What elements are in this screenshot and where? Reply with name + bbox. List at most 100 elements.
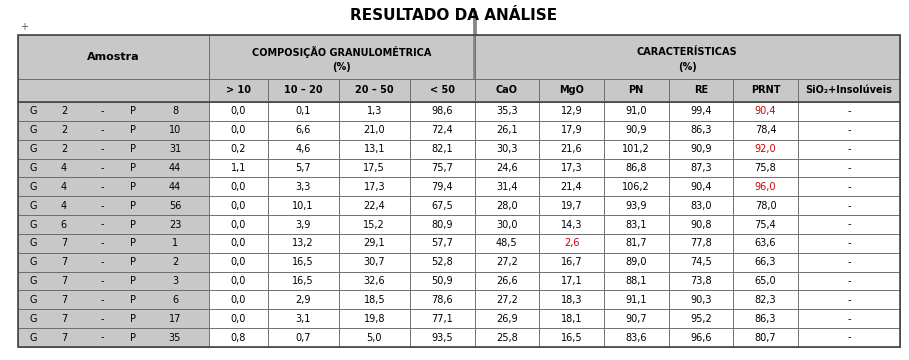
Bar: [474, 309, 539, 328]
Text: 106,2: 106,2: [623, 182, 650, 192]
Bar: [474, 12, 475, 79]
Text: 17,3: 17,3: [364, 182, 385, 192]
Bar: [539, 253, 604, 271]
Text: 17: 17: [169, 314, 181, 324]
Bar: [604, 234, 668, 253]
Bar: [604, 102, 668, 121]
Text: 0,0: 0,0: [231, 276, 246, 286]
Bar: [539, 79, 604, 102]
Text: -: -: [847, 125, 851, 135]
Bar: [209, 309, 267, 328]
Text: 1: 1: [172, 238, 178, 248]
Text: 21,6: 21,6: [561, 144, 583, 154]
Text: P: P: [130, 125, 135, 135]
Bar: [798, 140, 900, 158]
Text: 35: 35: [169, 333, 181, 343]
Text: 91,0: 91,0: [625, 107, 647, 116]
Bar: [474, 79, 539, 102]
Text: 96,0: 96,0: [754, 182, 776, 192]
Text: 29,1: 29,1: [364, 238, 385, 248]
Text: -: -: [847, 333, 851, 343]
Text: 82,1: 82,1: [432, 144, 453, 154]
Text: -: -: [847, 107, 851, 116]
Bar: [474, 158, 539, 177]
Text: 6: 6: [61, 220, 67, 230]
Text: 78,6: 78,6: [432, 295, 453, 305]
Text: G: G: [30, 276, 37, 286]
Bar: [410, 121, 474, 140]
Bar: [734, 215, 798, 234]
Bar: [410, 177, 474, 196]
Bar: [734, 102, 798, 121]
Bar: [604, 215, 668, 234]
Bar: [734, 121, 798, 140]
Text: 2: 2: [61, 125, 67, 135]
Text: 15,2: 15,2: [364, 220, 385, 230]
Text: 17,5: 17,5: [364, 163, 385, 173]
Bar: [668, 196, 734, 215]
Text: 12,9: 12,9: [561, 107, 583, 116]
Bar: [339, 328, 410, 347]
Bar: [604, 309, 668, 328]
Text: 75,7: 75,7: [431, 163, 453, 173]
Bar: [267, 140, 339, 158]
Text: +: +: [20, 22, 28, 32]
Bar: [604, 291, 668, 309]
Text: < 50: < 50: [430, 85, 454, 95]
Text: 16,7: 16,7: [561, 257, 583, 267]
Bar: [474, 121, 539, 140]
Text: 24,6: 24,6: [496, 163, 517, 173]
Text: -: -: [847, 276, 851, 286]
Text: -: -: [101, 107, 104, 116]
Text: G: G: [30, 238, 37, 248]
Text: 75,8: 75,8: [754, 163, 776, 173]
Bar: [604, 196, 668, 215]
Bar: [668, 328, 734, 347]
Bar: [209, 121, 267, 140]
Text: 26,6: 26,6: [496, 276, 517, 286]
Text: 6: 6: [172, 295, 178, 305]
Text: G: G: [30, 163, 37, 173]
Bar: [734, 291, 798, 309]
Text: 87,3: 87,3: [690, 163, 712, 173]
Text: 83,0: 83,0: [690, 201, 712, 211]
Bar: [734, 196, 798, 215]
Bar: [267, 234, 339, 253]
Bar: [539, 309, 604, 328]
Text: -: -: [847, 295, 851, 305]
Text: 30,7: 30,7: [364, 257, 385, 267]
Bar: [209, 291, 267, 309]
Bar: [474, 234, 539, 253]
Text: P: P: [130, 295, 135, 305]
Text: 0,0: 0,0: [231, 257, 246, 267]
Text: 21,0: 21,0: [364, 125, 385, 135]
Text: P: P: [130, 333, 135, 343]
Text: 30,3: 30,3: [496, 144, 517, 154]
Text: G: G: [30, 257, 37, 267]
Text: 6,6: 6,6: [295, 125, 311, 135]
Text: 7: 7: [61, 276, 67, 286]
Text: -: -: [847, 163, 851, 173]
Text: 16,5: 16,5: [293, 257, 314, 267]
Text: -: -: [101, 276, 104, 286]
Bar: [18, 177, 209, 196]
Text: 8: 8: [172, 107, 178, 116]
Text: 20 – 50: 20 – 50: [355, 85, 394, 95]
Bar: [798, 158, 900, 177]
Bar: [410, 309, 474, 328]
Text: -: -: [847, 182, 851, 192]
Bar: [209, 328, 267, 347]
Text: 19,7: 19,7: [561, 201, 583, 211]
Bar: [339, 158, 410, 177]
Text: 26,9: 26,9: [496, 314, 517, 324]
Text: 27,2: 27,2: [496, 257, 518, 267]
Text: 31: 31: [169, 144, 181, 154]
Text: P: P: [130, 220, 135, 230]
Text: PN: PN: [628, 85, 644, 95]
Text: 3,1: 3,1: [295, 314, 311, 324]
Bar: [474, 140, 539, 158]
Bar: [668, 215, 734, 234]
Bar: [604, 79, 668, 102]
Bar: [734, 177, 798, 196]
Bar: [18, 271, 209, 291]
